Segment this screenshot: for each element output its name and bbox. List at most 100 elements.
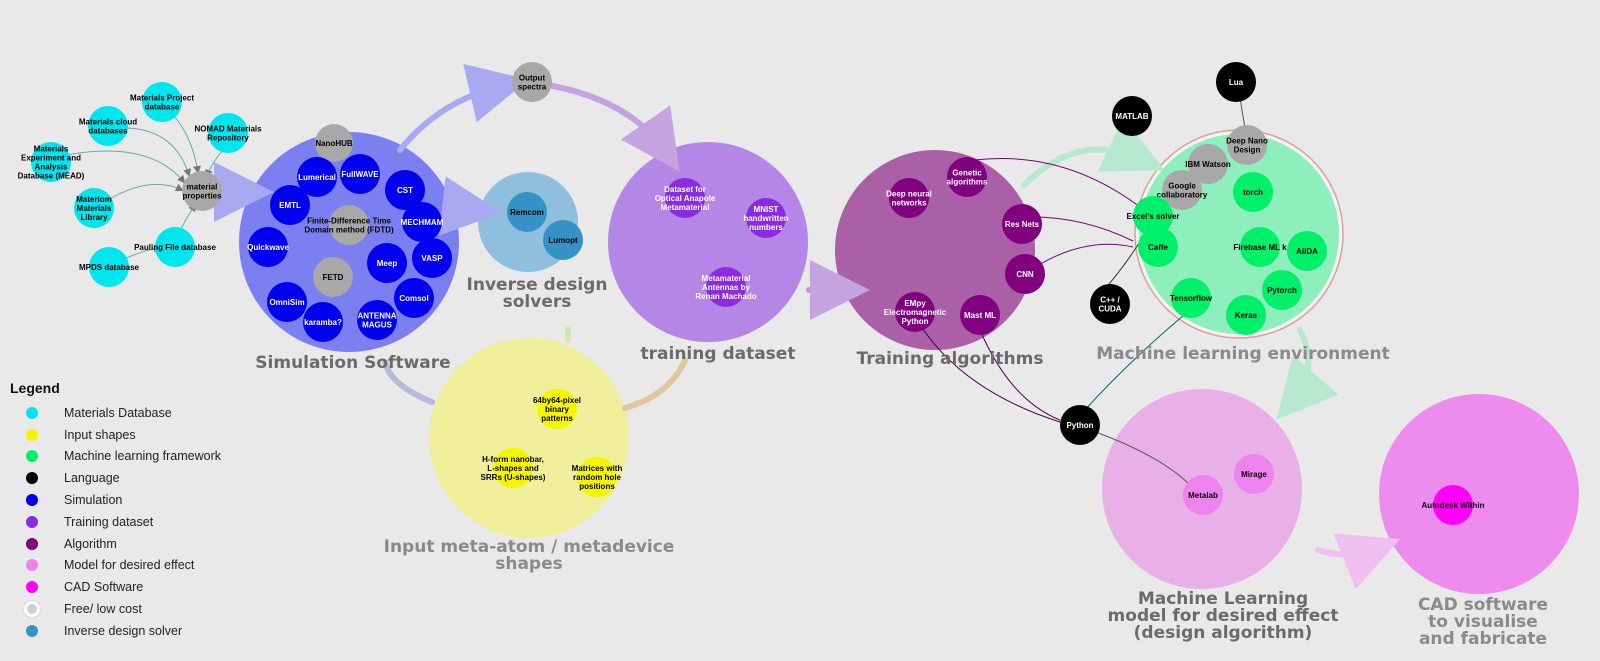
node-circle-material-properties — [182, 171, 222, 211]
legend-label: Input shapes — [64, 427, 136, 442]
node-label-meep: Meep — [377, 259, 398, 268]
node-circle-ibm-watson — [1188, 144, 1228, 184]
node-label-antenna-magus: ANTENNA MAGUS — [357, 312, 396, 330]
node-google-colab: Google collaboratory — [1157, 170, 1208, 210]
node-lua: Lua — [1216, 62, 1256, 102]
node-label-firebase: Firebase ML k — [1233, 243, 1287, 252]
legend: Legend Materials Database Input shapes Mac… — [10, 380, 250, 642]
node-circle-output-spectra — [512, 62, 552, 102]
legend-label: Materials Database — [64, 405, 172, 420]
node-mnist: MNIST handwritten numbers — [743, 198, 789, 238]
node-label-cst: CST — [397, 186, 413, 195]
node-label-lua: Lua — [1229, 78, 1244, 87]
node-circle-lua — [1216, 62, 1256, 102]
node-circle-aiida — [1287, 231, 1327, 271]
node-circle-caffe — [1138, 227, 1178, 267]
node-label-materiom: Materiom Materials Library — [76, 195, 112, 222]
node-label-google-colab: Google collaboratory — [1157, 182, 1208, 200]
node-excel-solver: Excel's solver — [1126, 196, 1180, 236]
node-matlab: MATLAB — [1112, 96, 1152, 136]
legend-label: Algorithm — [64, 536, 117, 551]
node-resnets: Res Nets — [1002, 204, 1042, 244]
legend-item: Simulation — [10, 489, 250, 511]
node-label-materials-cloud: Materials cloud databases — [79, 118, 137, 136]
node-label-hform: H-form nanobar, L-shapes and SRRs (U-shape… — [481, 455, 546, 482]
node-mechmam: MECHMAM — [401, 202, 444, 242]
node-dataset-anapole: Dataset for Optical Anapole Metamaterial — [655, 178, 716, 218]
node-quickwave: Quickwave — [247, 227, 289, 267]
node-nomad: NOMAD Materials Repository — [194, 113, 262, 153]
node-circle-materials-cloud — [88, 106, 128, 146]
node-circle-metamaterial-antennas — [706, 267, 746, 307]
node-tensorflow: Tensorflow — [1170, 278, 1213, 318]
node-label-pytorch: Pytorch — [1267, 286, 1297, 295]
node-label-ibm-watson: IBM Watson — [1185, 160, 1231, 169]
node-circle-lumerical — [297, 157, 337, 197]
input-title: Input meta-atom / metadevice shapes — [384, 537, 675, 574]
node-label-tensorflow: Tensorflow — [1170, 294, 1213, 303]
node-fetd: FETD — [313, 257, 353, 297]
legend-item: Materials Database — [10, 402, 250, 424]
node-circle-resnets — [1002, 204, 1042, 244]
node-label-comsol: Comsol — [399, 294, 428, 303]
node-label-deep-neural: Deep neural networks — [886, 190, 932, 208]
node-label-keras: Keras — [1235, 311, 1258, 320]
node-circle-quickwave — [248, 227, 288, 267]
node-meep: Meep — [367, 243, 407, 283]
node-circle-nanohub — [315, 124, 353, 162]
legend-item: Language — [10, 467, 250, 489]
node-label-mead: Materials Experiment and Analysis Database … — [18, 145, 85, 181]
node-label-cpp-cuda: C++ / CUDA — [1098, 296, 1121, 314]
node-mastml: Mast ML — [960, 295, 1000, 335]
legend-swatch — [26, 537, 38, 550]
node-cst: CST — [385, 170, 425, 210]
node-label-metamaterial-antennas: Metamaterial Antennas by Renan Machado — [695, 274, 756, 301]
node-mead: Materials Experiment and Analysis Database … — [18, 142, 85, 182]
node-label-quickwave: Quickwave — [247, 243, 289, 252]
legend-swatch — [26, 559, 38, 572]
node-label-nomad: NOMAD Materials Repository — [194, 125, 262, 143]
node-label-mechmam: MECHMAM — [401, 218, 444, 227]
node-hform: H-form nanobar, L-shapes and SRRs (U-shape… — [481, 448, 546, 488]
node-pauling: Pauling File database — [134, 227, 216, 267]
node-label-output-spectra: Output spectra — [518, 74, 547, 92]
legend-item: Training dataset — [10, 511, 250, 533]
node-circle-cpp-cuda — [1090, 284, 1130, 324]
node-circle-omnisim — [267, 282, 307, 322]
node-circle-comsol — [394, 278, 434, 318]
node-label-nanohub: NanoHUB — [315, 139, 353, 148]
node-label-mastml: Mast ML — [964, 311, 996, 320]
node-circle-genetic — [947, 157, 987, 197]
node-label-python: Python — [1066, 421, 1093, 430]
node-label-metalab: Metalab — [1188, 491, 1218, 500]
node-label-fullwave: FullWAVE — [341, 170, 379, 179]
node-label-binary-patterns: 64by64-pixel binary patterns — [533, 396, 581, 423]
legend-title: Legend — [10, 380, 60, 396]
legend-label: Training dataset — [64, 514, 154, 529]
node-pytorch: Pytorch — [1262, 270, 1302, 310]
node-materiom: Materiom Materials Library — [74, 188, 114, 228]
node-material-properties: material properties — [182, 171, 222, 211]
node-circle-mastml — [960, 295, 1000, 335]
node-label-emtl: EMTL — [279, 201, 301, 210]
node-genetic: Genetic algorithms — [947, 157, 988, 197]
node-cnn: CNN — [1005, 254, 1045, 294]
node-torch: torch — [1233, 172, 1273, 212]
training-cluster — [608, 142, 808, 342]
node-circle-materials-project — [142, 82, 182, 122]
node-python: Python — [1060, 405, 1100, 445]
legend-label: Free/ low cost — [64, 602, 142, 617]
inverse-title: Inverse design solvers — [467, 275, 608, 312]
algorithms-title: Training algorithms — [857, 349, 1044, 369]
node-matrices: Matrices with random hole positions — [572, 457, 622, 497]
node-label-material-properties: material properties — [182, 183, 222, 201]
node-label-materials-project: Materials Project database — [130, 94, 194, 112]
legend-swatch — [24, 601, 40, 618]
node-circle-firebase — [1240, 227, 1280, 267]
legend-label: Model for desired effect — [64, 558, 195, 573]
node-mpds: MPDS database — [79, 247, 140, 287]
node-label-excel-solver: Excel's solver — [1126, 212, 1179, 221]
legend-item: CAD Software — [10, 576, 250, 598]
flow-arrows — [214, 63, 1401, 590]
node-circle-binary-patterns — [537, 389, 577, 429]
